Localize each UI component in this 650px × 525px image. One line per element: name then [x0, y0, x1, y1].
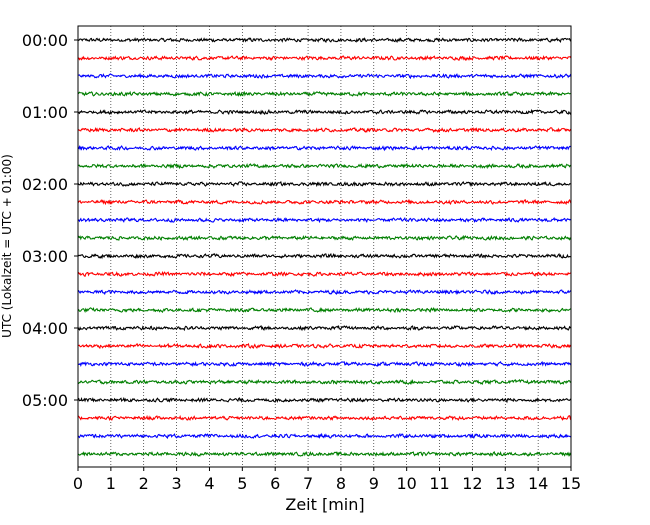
- trace-line: [77, 252, 572, 260]
- trace-line: [77, 37, 572, 44]
- x-tick-label: 1: [106, 474, 116, 493]
- trace-line: [77, 90, 572, 98]
- y-axis-ticks: 00:00 01:00 02:00 03:00 04:00 05:00: [22, 31, 78, 410]
- trace-line: [77, 108, 572, 116]
- x-tick-label: 8: [336, 474, 346, 493]
- x-tick-label: 7: [303, 474, 313, 493]
- trace-line: [77, 216, 572, 224]
- x-tick-label: 0: [73, 474, 83, 493]
- x-tick-label: 14: [528, 474, 548, 493]
- trace-line: [77, 324, 572, 332]
- x-tick-label: 9: [369, 474, 379, 493]
- trace-line: [77, 127, 572, 134]
- trace-line: [77, 378, 572, 386]
- x-tick-label: 2: [139, 474, 149, 493]
- x-axis-ticks: 0 1 2 3 4 5 6 7 8 9 10 11 12 13 14 15: [73, 467, 581, 493]
- trace-line: [77, 234, 572, 241]
- x-tick-label: 12: [462, 474, 482, 493]
- trace-line: [77, 198, 572, 206]
- trace-line: [77, 145, 572, 152]
- trace-line: [77, 360, 572, 368]
- plot-frame: [77, 25, 572, 468]
- y-axis-label: UTC (Lokalzeit = UTC + 01:00): [0, 154, 14, 338]
- x-tick-label: 4: [204, 474, 214, 493]
- x-tick-label: 13: [495, 474, 515, 493]
- trace-line: [77, 432, 572, 440]
- x-tick-label: 15: [561, 474, 581, 493]
- trace-line: [77, 414, 572, 422]
- y-tick-label: 02:00: [22, 175, 68, 194]
- y-tick-label: 00:00: [22, 31, 68, 50]
- y-tick-label: 04:00: [22, 319, 68, 338]
- trace-line: [77, 180, 572, 188]
- trace-line: [77, 307, 572, 314]
- trace-line: [77, 342, 572, 350]
- x-tick-label: 5: [237, 474, 247, 493]
- y-tick-label: 03:00: [22, 247, 68, 266]
- y-tick-label: 05:00: [22, 391, 68, 410]
- trace-line: [77, 450, 572, 457]
- y-tick-label: 01:00: [22, 103, 68, 122]
- trace-line: [77, 55, 572, 62]
- trace-line: [77, 72, 572, 80]
- x-tick-label: 3: [172, 474, 182, 493]
- trace-line: [77, 162, 572, 170]
- trace-line: [77, 396, 572, 404]
- trace-line: [77, 289, 572, 296]
- seismic-traces: [77, 37, 572, 457]
- x-tick-label: 6: [270, 474, 280, 493]
- trace-line: [77, 270, 572, 278]
- x-axis-label: Zeit [min]: [285, 495, 364, 514]
- x-tick-label: 10: [396, 474, 416, 493]
- x-tick-label: 11: [429, 474, 449, 493]
